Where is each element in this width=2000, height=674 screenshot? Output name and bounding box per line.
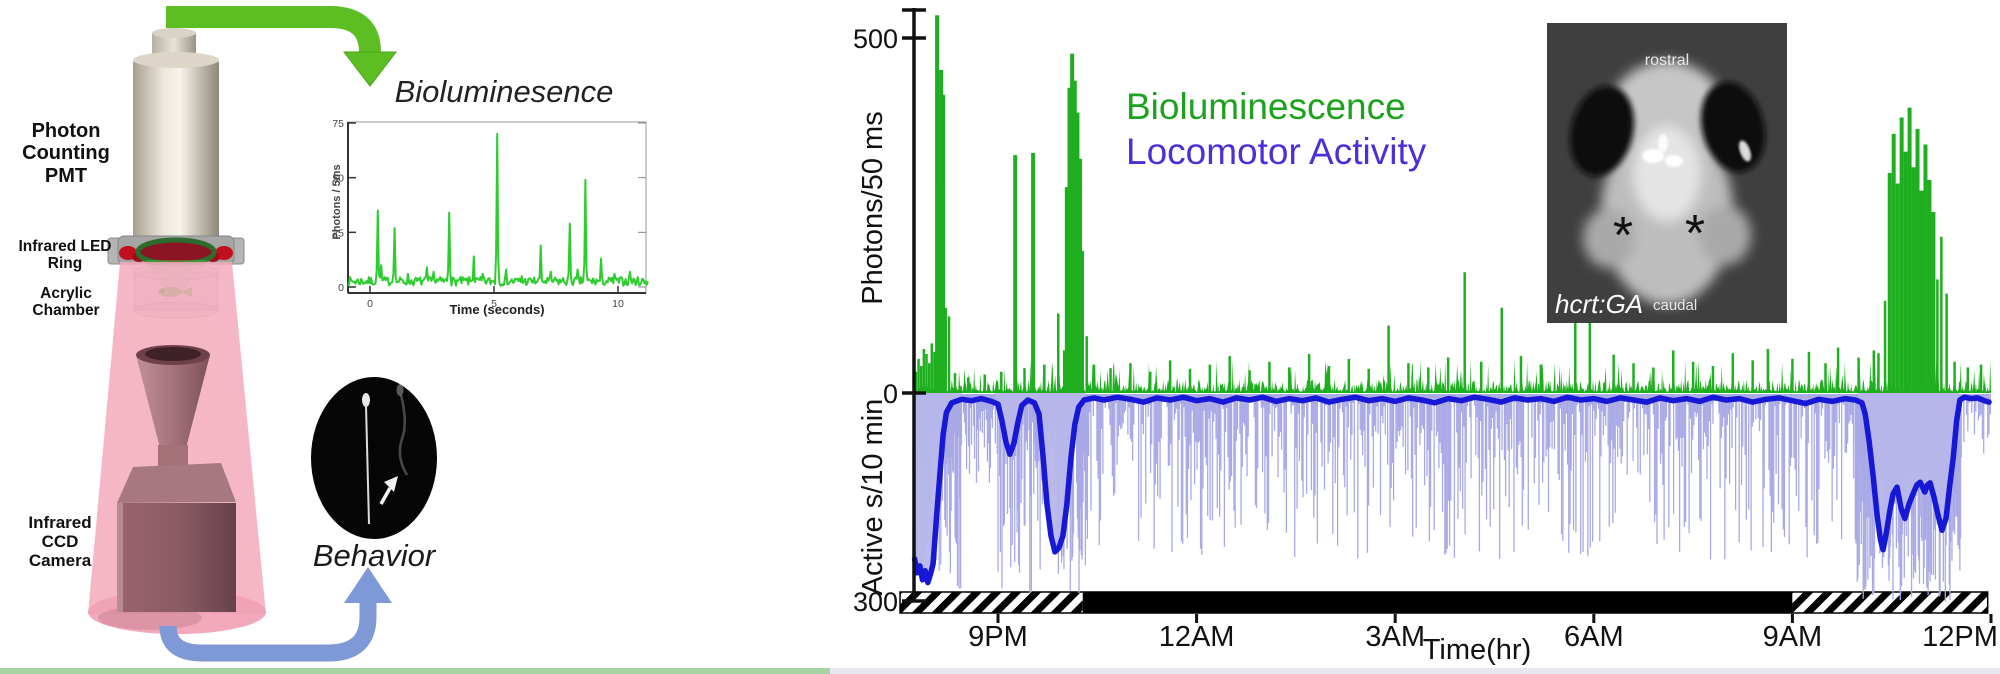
hcrt-neuron-spots	[1642, 134, 1683, 167]
legend-locomotor-activity: Locomotor Activity	[1126, 131, 1427, 173]
svg-text:3AM: 3AM	[1365, 621, 1425, 653]
genotype-label: hcrt:GA	[1555, 289, 1643, 319]
camera-label-line2: Camera	[28, 551, 92, 571]
ccd-camera-box	[117, 463, 236, 612]
svg-text:50: 50	[332, 173, 344, 185]
rostral-label: rostral	[1645, 52, 1689, 69]
pmt-label-line1: Photon Counting	[22, 120, 110, 165]
activity-axis-label: Active s/10 min	[857, 398, 889, 596]
svg-text:75: 75	[332, 118, 344, 130]
asterisk-left: *	[1613, 207, 1633, 265]
pmt-trace-chart: 0 25 50 75 0 5 10	[332, 118, 649, 310]
svg-text:300: 300	[853, 587, 898, 617]
svg-text:500: 500	[853, 24, 898, 54]
svg-text:25: 25	[332, 227, 344, 239]
behavior-label: Behavior	[312, 538, 436, 573]
svg-text:6AM: 6AM	[1564, 621, 1624, 653]
svg-text:9AM: 9AM	[1763, 621, 1823, 653]
brain-inset-image: rostral * * hcrt:GA caudal	[1547, 23, 1787, 323]
chamber-label: Acrylic Chamber	[32, 285, 100, 320]
camera-label-line1: Infrared CCD	[28, 513, 92, 552]
apparatus-diagram	[0, 5, 830, 674]
photons-axis-label: Photons/50 ms	[857, 111, 889, 305]
svg-text:0: 0	[883, 379, 898, 409]
time-axis-label: Time(hr)	[1422, 634, 1532, 666]
bottom-gray-strip	[830, 668, 2000, 674]
pmt-label: Photon Counting PMT	[0, 120, 132, 187]
eyes	[1569, 81, 1766, 177]
pmt-cylinder	[133, 28, 219, 250]
svg-text:9PM: 9PM	[968, 621, 1028, 653]
green-arrow	[166, 5, 398, 87]
bottom-green-strip	[0, 668, 830, 674]
legend-bioluminescence: Bioluminescence	[1126, 86, 1406, 127]
pmt-label-line2: PMT	[44, 164, 88, 187]
asterisk-right: *	[1685, 205, 1705, 263]
pmt-chart-ylabel: Photons / 5ms	[331, 164, 343, 240]
blue-arrow	[159, 567, 392, 662]
led-ring-label: Infrared LED Ring	[18, 238, 112, 273]
infrared-led-ring	[107, 235, 245, 267]
chart-legend: Bioluminescence Locomotor Activity	[1126, 84, 1426, 174]
brain-inset: rostral * * hcrt:GA caudal	[1547, 23, 1787, 323]
caudal-label: caudal	[1653, 297, 1697, 314]
svg-text:12AM: 12AM	[1159, 621, 1235, 653]
svg-text:0: 0	[338, 282, 344, 294]
svg-text:5: 5	[491, 298, 497, 310]
pointer-arrow-icon	[379, 476, 398, 505]
larva-silhouette	[362, 384, 409, 525]
main-chart: 9PM 12AM 3AM 6AM 9AM 12PM 500 0 300	[853, 8, 1998, 653]
svg-text:0: 0	[367, 298, 373, 310]
svg-text:12PM: 12PM	[1922, 621, 1998, 653]
behavior-viewport	[311, 377, 437, 539]
svg-text:10: 10	[612, 298, 624, 310]
pmt-chart-title: Bioluminesence	[394, 74, 614, 109]
camera-label: Infrared CCD Camera	[8, 513, 112, 570]
pmt-chart-xlabel: Time (seconds)	[449, 302, 545, 317]
